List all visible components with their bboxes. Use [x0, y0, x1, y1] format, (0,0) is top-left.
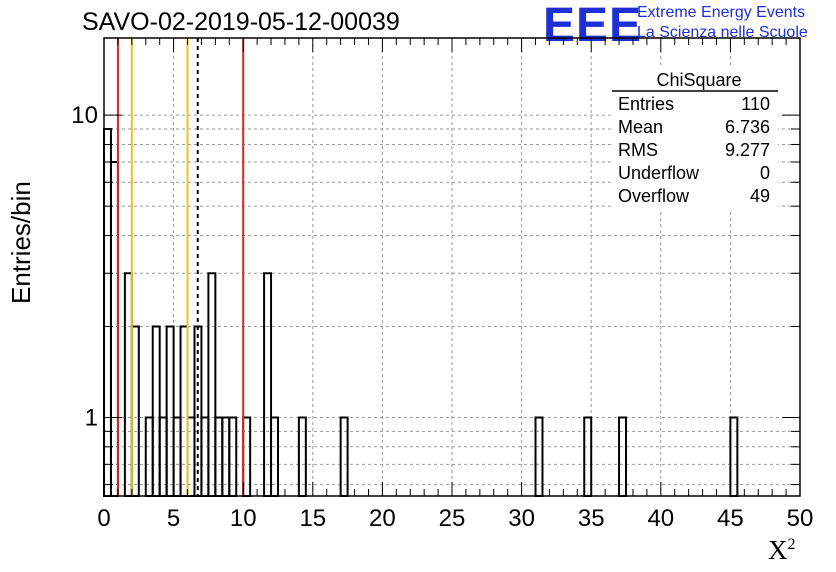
x-tick-label: 30 [508, 505, 535, 532]
x-tick-label: 45 [717, 505, 744, 532]
histogram-bar [151, 325, 161, 497]
stats-value: 6.736 [725, 117, 770, 137]
logo-line-1: Extreme Energy Events [637, 4, 806, 21]
x-axis-label: X2 [768, 535, 796, 565]
eee-logo: EEE [543, 0, 643, 52]
stats-title: ChiSquare [656, 70, 741, 90]
stats-value: 0 [760, 163, 770, 183]
x-tick-label: 5 [167, 505, 180, 532]
x-tick-label: 40 [647, 505, 674, 532]
histogram-bar [123, 272, 133, 497]
x-tick-label: 35 [578, 505, 605, 532]
stats-label: Overflow [618, 186, 690, 206]
logo-line-2: La Scienza nelle Scuole [637, 24, 808, 41]
histogram-bar [207, 272, 217, 497]
stats-value: 110 [741, 94, 770, 114]
stats-box [612, 68, 778, 212]
histogram-bar [103, 128, 112, 498]
histogram-bar [263, 272, 273, 497]
histogram-bar [130, 325, 140, 497]
stats-label: Entries [618, 94, 674, 114]
histogram-bar [179, 325, 189, 497]
histogram-bar [109, 161, 119, 497]
y-tick-label: 1 [85, 405, 98, 432]
stats-label: Underflow [618, 163, 700, 183]
x-tick-label: 0 [97, 505, 110, 532]
stats-label: RMS [618, 140, 658, 160]
chart-title: SAVO-02-2019-05-12-00039 [82, 8, 400, 36]
y-tick-label: 10 [71, 102, 98, 129]
histogram-bar [165, 325, 175, 497]
stats-value: 49 [750, 186, 770, 206]
stats-label: Mean [618, 117, 663, 137]
stats-value: 9.277 [725, 140, 770, 160]
x-tick-label: 50 [787, 505, 814, 532]
x-tick-label: 10 [230, 505, 257, 532]
x-tick-label: 15 [299, 505, 326, 532]
x-tick-label: 20 [369, 505, 396, 532]
x-tick-label: 25 [439, 505, 466, 532]
